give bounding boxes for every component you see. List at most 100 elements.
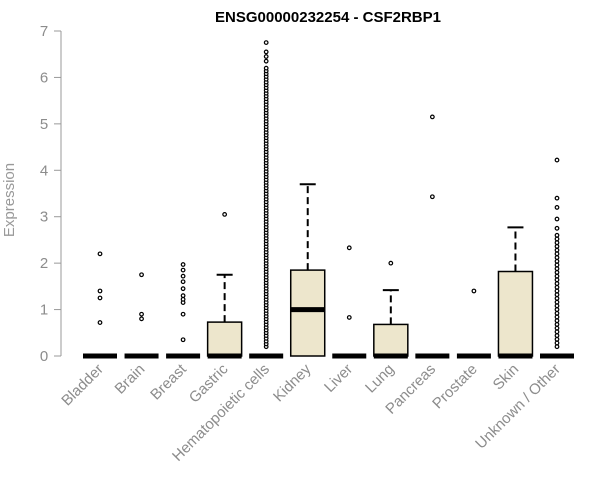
outlier-point bbox=[180, 311, 186, 317]
y-axis: 0 1 2 3 4 5 6 7 bbox=[40, 23, 62, 365]
outlier-point bbox=[263, 65, 269, 71]
outlier-point bbox=[180, 293, 186, 299]
outlier-point bbox=[429, 194, 435, 200]
box-rect bbox=[289, 269, 326, 357]
y-tick-label: 2 bbox=[40, 255, 48, 272]
x-tick-label: Kidney bbox=[270, 360, 315, 405]
y-tick-label: 5 bbox=[40, 116, 48, 133]
outlier-point bbox=[97, 288, 103, 294]
outlier-point bbox=[180, 267, 186, 273]
box-breast bbox=[166, 262, 201, 359]
x-tick-label: Lung bbox=[362, 361, 398, 397]
outlier-point bbox=[180, 296, 186, 302]
outlier-point bbox=[554, 258, 560, 264]
outlier-point bbox=[263, 40, 269, 46]
box-brain bbox=[124, 272, 159, 359]
outlier-point bbox=[554, 236, 560, 242]
outlier-point bbox=[554, 303, 560, 309]
outlier-point bbox=[139, 272, 144, 278]
box-prostate bbox=[456, 288, 491, 359]
boxes-group bbox=[83, 40, 574, 359]
x-tick-label: Bladder bbox=[58, 361, 107, 410]
outlier-point bbox=[554, 277, 560, 283]
outlier-point bbox=[554, 205, 560, 210]
y-axis-label: Expression bbox=[1, 163, 18, 237]
outlier-point bbox=[180, 286, 186, 292]
outlier-point bbox=[554, 157, 560, 163]
x-tick-label: Liver bbox=[321, 361, 356, 396]
outlier-point bbox=[554, 344, 560, 350]
outlier-point bbox=[554, 262, 560, 268]
outlier-point bbox=[554, 314, 560, 320]
outlier-point bbox=[554, 292, 560, 298]
outlier-point bbox=[554, 310, 560, 316]
outlier-point bbox=[263, 58, 269, 64]
outlier-point bbox=[554, 325, 560, 331]
y-tick-label: 1 bbox=[40, 302, 48, 319]
x-tick-label: Brain bbox=[112, 361, 149, 398]
y-tick-label: 3 bbox=[40, 209, 48, 226]
box-hematopoietic-cells bbox=[249, 40, 284, 359]
y-tick-label: 4 bbox=[40, 162, 48, 179]
outlier-point bbox=[554, 284, 560, 290]
outlier-point bbox=[554, 232, 560, 238]
outlier-point bbox=[554, 296, 560, 301]
outlier-point bbox=[554, 340, 560, 346]
outlier-point bbox=[554, 251, 560, 257]
outlier-point bbox=[554, 307, 560, 312]
outlier-point bbox=[471, 288, 477, 294]
box-unknown-other bbox=[540, 157, 574, 359]
x-tick-label: Skin bbox=[490, 361, 523, 394]
outlier-point bbox=[263, 54, 269, 59]
outlier-point bbox=[554, 195, 560, 201]
outlier-point bbox=[554, 216, 560, 222]
outlier-point bbox=[554, 266, 560, 272]
x-tick-label: Prostate bbox=[429, 361, 481, 413]
outlier-point bbox=[139, 316, 144, 322]
outlier-point bbox=[346, 315, 352, 320]
outlier-point bbox=[263, 49, 269, 55]
outlier-point bbox=[554, 270, 560, 275]
outlier-point bbox=[554, 281, 560, 286]
outlier-point bbox=[554, 336, 560, 342]
outlier-point bbox=[554, 333, 560, 338]
outlier-point bbox=[554, 225, 560, 231]
chart-title: ENSG00000232254 - CSF2RBP1 bbox=[215, 9, 441, 26]
box-bladder bbox=[83, 251, 117, 359]
box-skin bbox=[497, 226, 534, 359]
outlier-point bbox=[554, 329, 560, 335]
x-tick-label: Breast bbox=[147, 360, 190, 403]
box-rect bbox=[373, 323, 409, 357]
outlier-point bbox=[222, 211, 228, 217]
outlier-point bbox=[554, 273, 560, 279]
outlier-point bbox=[346, 245, 352, 251]
outlier-point bbox=[554, 318, 560, 324]
outlier-point bbox=[554, 255, 560, 260]
y-tick-label: 0 bbox=[40, 348, 48, 365]
outlier-point bbox=[388, 260, 394, 266]
box-rect bbox=[497, 270, 534, 357]
outlier-point bbox=[180, 337, 186, 343]
outlier-point bbox=[554, 247, 560, 253]
outlier-point bbox=[180, 273, 186, 279]
box-lung bbox=[373, 260, 409, 359]
outlier-point bbox=[139, 311, 144, 317]
outlier-point bbox=[180, 279, 186, 285]
outlier-point bbox=[554, 240, 560, 246]
box-liver bbox=[332, 245, 367, 359]
box-gastric bbox=[206, 211, 243, 359]
outlier-point bbox=[97, 295, 103, 301]
outlier-point bbox=[97, 320, 103, 325]
outlier-point bbox=[554, 288, 560, 294]
box-kidney bbox=[289, 183, 326, 357]
outlier-point bbox=[97, 251, 103, 257]
outlier-point bbox=[429, 114, 435, 120]
outlier-point bbox=[554, 299, 560, 305]
outlier-point bbox=[554, 322, 560, 327]
box-rect bbox=[206, 321, 243, 357]
box-pancreas bbox=[415, 114, 450, 359]
y-tick-label: 6 bbox=[40, 69, 48, 86]
outlier-point bbox=[180, 262, 186, 267]
